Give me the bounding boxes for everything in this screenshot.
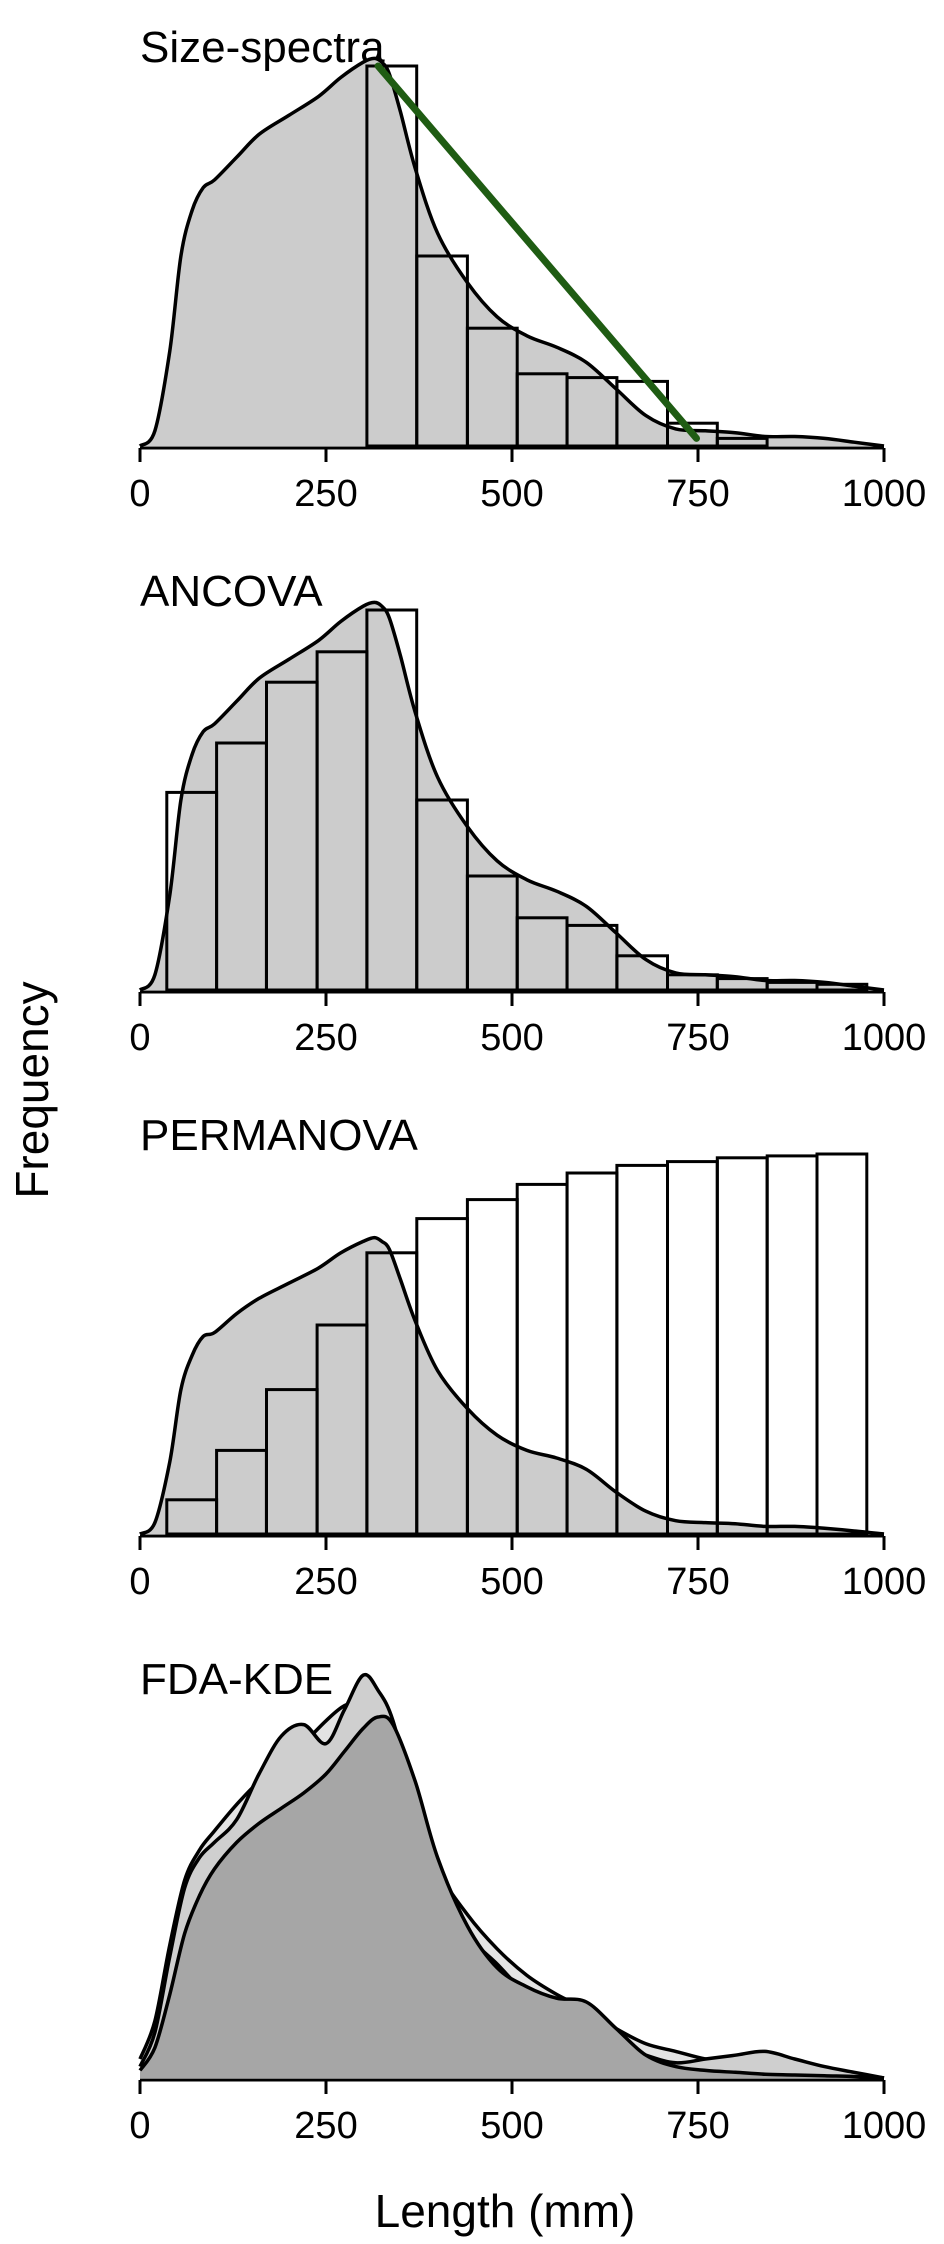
- histogram-bar: [715, 1156, 769, 1536]
- x-tick-label: 1000: [842, 1017, 927, 1059]
- panel-title: Size-spectra: [140, 23, 385, 72]
- density-line: [138, 1235, 885, 1536]
- panel-fda-kde: FDA-KDE 0 250 500 750 1000: [129, 1655, 926, 2147]
- density-curve: [138, 1714, 885, 2080]
- histogram-bar: [815, 1152, 869, 1536]
- x-axis: 0 250 500 750 1000: [129, 1534, 927, 1603]
- density-curve: [138, 56, 885, 448]
- histogram-bar: [765, 1154, 819, 1536]
- x-tick-label: 1000: [842, 473, 927, 515]
- histogram-bar: [615, 379, 670, 448]
- panel-permanova: PERMANOVA 0 250 500 750 1000: [129, 1111, 926, 1603]
- x-tick-label: 750: [666, 1017, 729, 1059]
- panel-marks: [138, 56, 885, 448]
- x-tick-label: 1000: [842, 1561, 927, 1603]
- x-tick-label: 0: [129, 1561, 150, 1603]
- trend-line: [374, 62, 701, 442]
- panel-marks: [138, 1152, 885, 1536]
- panel-title: FDA-KDE: [140, 1655, 333, 1704]
- y-axis-title: Frequency: [6, 981, 58, 1198]
- panel-title: ANCOVA: [140, 567, 323, 616]
- x-tick-label: 750: [666, 473, 729, 515]
- density-area: [140, 1716, 884, 2078]
- x-tick-label: 250: [294, 473, 357, 515]
- histogram-bar: [815, 982, 869, 992]
- x-tick-label: 500: [480, 1017, 543, 1059]
- x-tick-label: 750: [666, 1561, 729, 1603]
- x-axis: 0 250 500 750 1000: [129, 990, 927, 1059]
- x-tick-label: 500: [480, 1561, 543, 1603]
- histogram-bar: [666, 1160, 719, 1536]
- x-tick-label: 250: [294, 1561, 357, 1603]
- density-area: [140, 602, 884, 990]
- density-area: [140, 58, 884, 447]
- panel-title: PERMANOVA: [140, 1111, 419, 1160]
- density-curve: [138, 600, 885, 992]
- histogram-bar: [666, 421, 719, 448]
- density-curve: [138, 1235, 885, 1536]
- x-tick-label: 0: [129, 1017, 150, 1059]
- density-area: [140, 1237, 884, 1534]
- x-tick-label: 0: [129, 473, 150, 515]
- x-tick-label: 250: [294, 1017, 357, 1059]
- density-line: [138, 1714, 885, 2080]
- panel-marks: [138, 600, 885, 992]
- panel-size-spectra: Size-spectra 0 250 500 750 1000: [129, 23, 926, 515]
- x-axis: 0 250 500 750 1000: [129, 446, 927, 515]
- x-tick-label: 750: [666, 2105, 729, 2147]
- x-tick-label: 1000: [842, 2105, 927, 2147]
- histogram-bar: [615, 1163, 670, 1536]
- x-tick-label: 500: [480, 473, 543, 515]
- x-tick-label: 250: [294, 2105, 357, 2147]
- histogram-bar: [715, 436, 769, 448]
- x-axis: 0 250 500 750 1000: [129, 2078, 927, 2147]
- panel-ancova: ANCOVA 0 250 500 750 1000: [129, 567, 926, 1059]
- x-tick-label: 500: [480, 2105, 543, 2147]
- x-tick-label: 0: [129, 2105, 150, 2147]
- x-axis-title: Length (mm): [375, 2185, 636, 2237]
- panel-marks: [138, 1672, 885, 2080]
- histogram-bar: [615, 954, 670, 992]
